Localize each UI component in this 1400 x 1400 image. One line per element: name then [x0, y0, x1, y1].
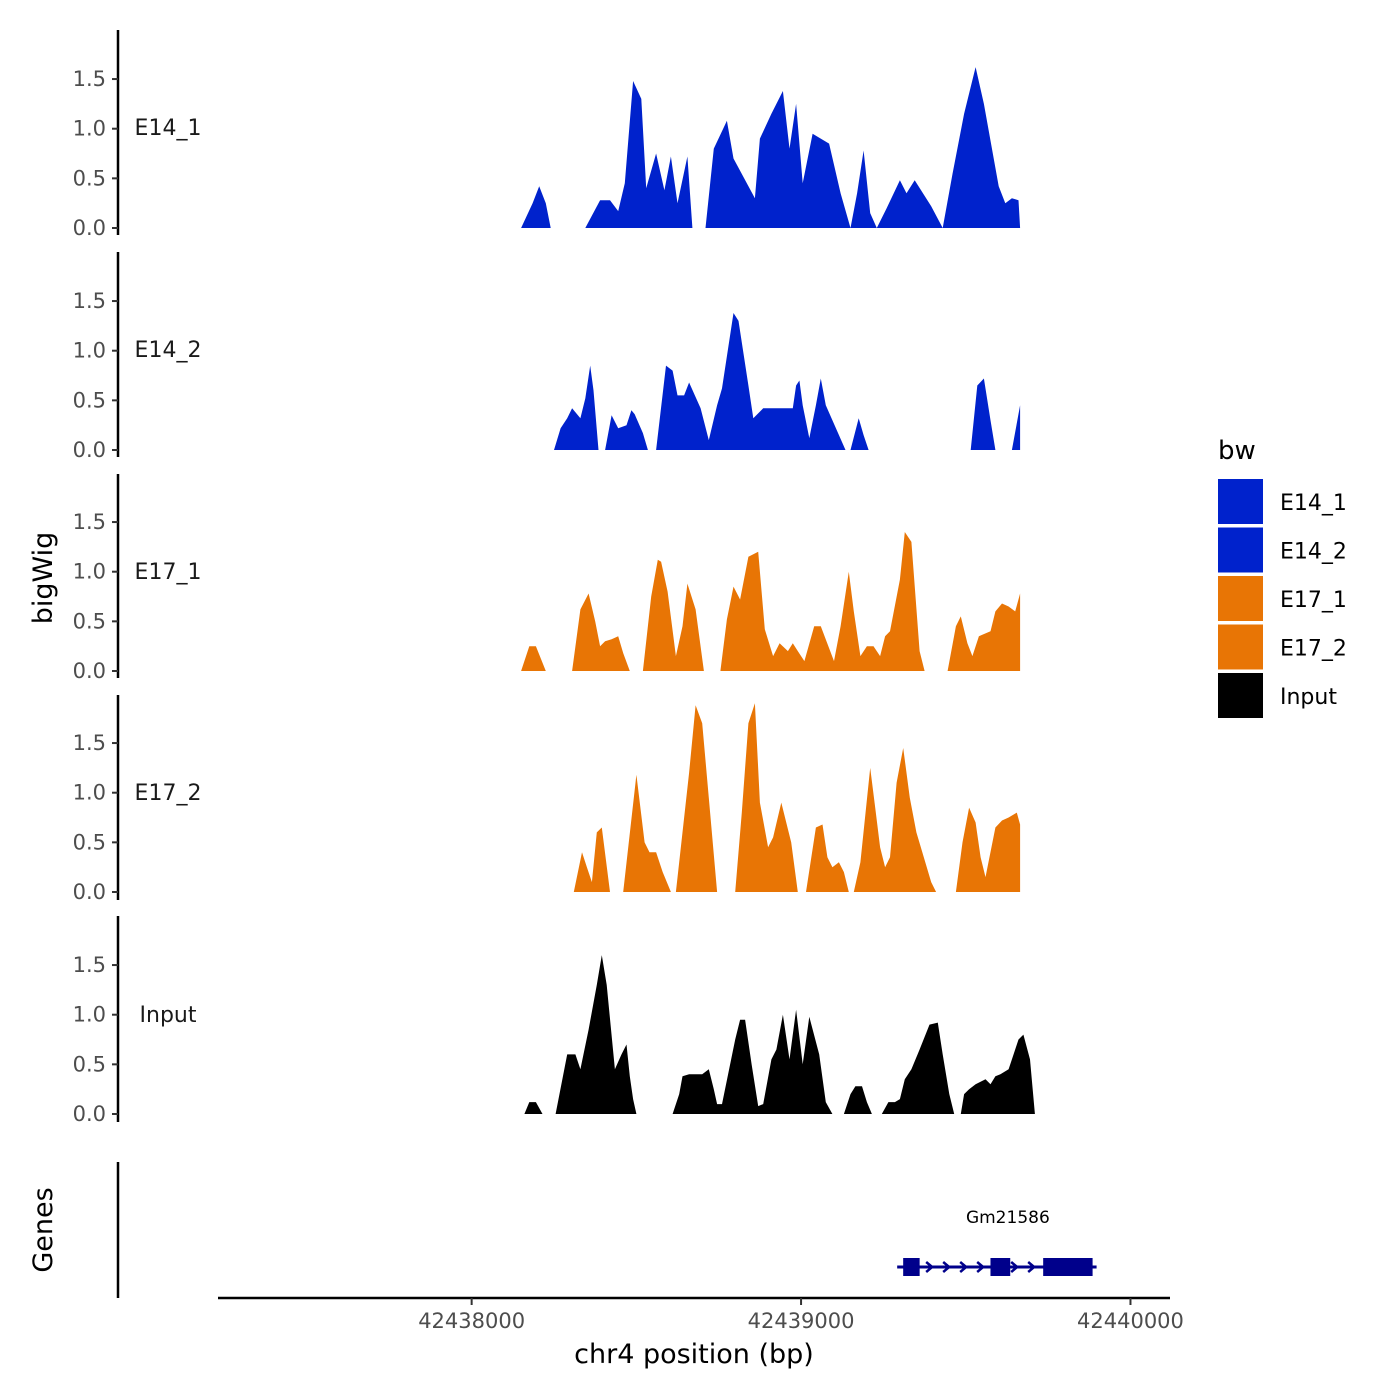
legend-label: E14_2 — [1280, 540, 1347, 565]
y-tick-label: 0.5 — [73, 166, 106, 190]
x-tick-label: 42438000 — [418, 1309, 525, 1333]
track-label: E17_2 — [135, 781, 202, 806]
y-tick-label: 0.0 — [73, 216, 106, 240]
legend-label: E14_1 — [1280, 491, 1347, 516]
y-tick-label: 1.5 — [73, 953, 106, 977]
legend-title: bw — [1218, 436, 1256, 466]
legend-swatch — [1218, 479, 1263, 524]
track-label: E17_1 — [135, 560, 202, 585]
y-tick-label: 1.0 — [73, 339, 106, 363]
coverage-area-e17-1 — [521, 532, 1021, 671]
y-tick-label: 1.5 — [73, 67, 106, 91]
gene-exon — [990, 1258, 1011, 1276]
track-label: E14_1 — [135, 116, 202, 141]
coverage-area-input — [524, 955, 1035, 1114]
x-tick-label: 42439000 — [748, 1309, 855, 1333]
legend-swatch — [1218, 624, 1263, 670]
genes-axis-title: Genes — [28, 1187, 59, 1272]
coverage-area-e14-2 — [554, 313, 1021, 450]
gene-exon — [903, 1258, 920, 1276]
y-tick-label: 1.5 — [73, 510, 106, 534]
y-tick-label: 0.5 — [73, 388, 106, 412]
y-tick-label: 0.5 — [73, 609, 106, 633]
y-tick-label: 0.0 — [73, 1102, 106, 1126]
y-tick-label: 1.5 — [73, 289, 106, 313]
track-label: E14_2 — [135, 338, 202, 363]
coverage-area-e17-2 — [573, 703, 1021, 892]
x-axis-title: chr4 position (bp) — [574, 1339, 814, 1370]
y-tick-label: 0.0 — [73, 438, 106, 462]
legend-label: E17_1 — [1280, 588, 1347, 613]
y-tick-label: 1.0 — [73, 560, 106, 584]
legend-swatch — [1218, 673, 1263, 718]
x-tick-label: 42440000 — [1077, 1309, 1184, 1333]
legend-swatch — [1218, 527, 1263, 573]
track-label: Input — [140, 1003, 197, 1028]
gene-strand-chevron — [942, 1261, 952, 1273]
gene-strand-chevron — [1027, 1261, 1037, 1273]
y-tick-label: 1.0 — [73, 117, 106, 141]
y-tick-label: 1.5 — [73, 731, 106, 755]
y-tick-label: 0.0 — [73, 659, 106, 683]
gene-exon — [1043, 1258, 1093, 1276]
gene-label: Gm21586 — [966, 1208, 1050, 1228]
legend-label: E17_2 — [1280, 637, 1347, 662]
y-tick-label: 0.0 — [73, 880, 106, 904]
y-axis-title: bigWig — [28, 532, 59, 625]
y-tick-label: 1.0 — [73, 781, 106, 805]
y-tick-label: 0.5 — [73, 1052, 106, 1076]
y-tick-label: 1.0 — [73, 1003, 106, 1027]
gene-strand-chevron — [959, 1261, 969, 1273]
legend-label: Input — [1280, 685, 1337, 710]
coverage-area-e14-1 — [521, 67, 1021, 228]
legend-swatch — [1218, 576, 1263, 621]
gene-strand-chevron — [976, 1261, 986, 1273]
gene-strand-chevron — [1010, 1261, 1020, 1273]
y-tick-label: 0.5 — [73, 830, 106, 854]
gene-strand-chevron — [925, 1261, 935, 1273]
